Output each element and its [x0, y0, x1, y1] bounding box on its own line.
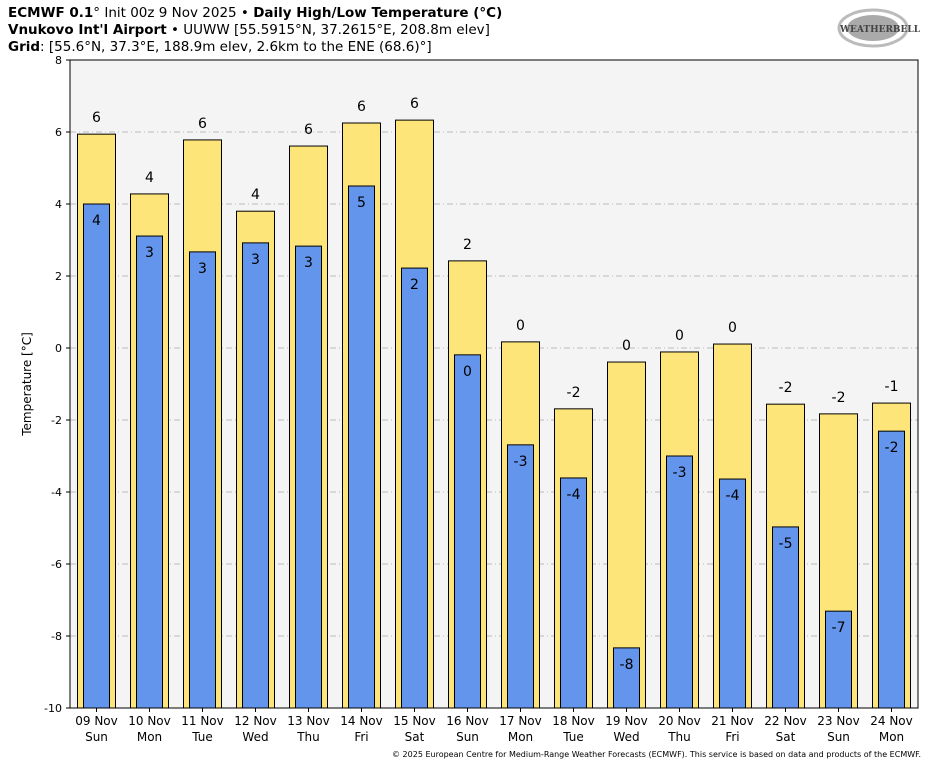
low-label: -5 [779, 536, 793, 552]
low-bar [242, 242, 269, 709]
y-tick-label: -10 [44, 702, 62, 715]
high-label: 0 [622, 338, 631, 354]
high-label: 4 [145, 170, 154, 186]
x-tick-label: 18 Nov [552, 714, 595, 728]
x-weekday-label: Sat [405, 730, 425, 744]
x-weekday-label: Sat [776, 730, 796, 744]
x-tick-label: 21 Nov [711, 714, 754, 728]
low-bar [454, 354, 481, 709]
weatherbell-logo: WEATHERBELL [837, 8, 921, 48]
x-tick-label: 10 Nov [128, 714, 171, 728]
y-tick-label: -4 [51, 486, 62, 499]
y-axis-label: Temperature [°C] [20, 332, 34, 437]
y-tick-label: -6 [51, 558, 62, 571]
chart-title-line3: Grid: [55.6°N, 37.3°E, 188.9m elev, 2.6k… [8, 39, 432, 55]
high-label: 0 [728, 320, 737, 336]
x-tick-label: 23 Nov [817, 714, 860, 728]
low-bar [83, 203, 110, 709]
x-tick-label: 11 Nov [181, 714, 224, 728]
y-tick-label: 0 [55, 342, 62, 355]
high-label: 0 [516, 318, 525, 334]
x-weekday-label: Fri [354, 730, 368, 744]
x-weekday-label: Wed [242, 730, 268, 744]
x-weekday-label: Sun [456, 730, 479, 744]
low-bar [666, 455, 693, 709]
low-label: 4 [92, 213, 101, 229]
low-label: -3 [514, 454, 528, 470]
high-label: -2 [832, 390, 846, 406]
x-weekday-label: Sun [85, 730, 108, 744]
svg-text:WEATHERBELL: WEATHERBELL [839, 25, 921, 35]
low-label: 0 [463, 364, 472, 380]
low-bar [401, 267, 428, 709]
low-bar [295, 245, 322, 709]
copyright-footer: © 2025 European Centre for Medium-Range … [392, 750, 921, 759]
low-label: -4 [567, 487, 581, 503]
x-weekday-label: Wed [613, 730, 639, 744]
high-label: 6 [410, 96, 419, 112]
x-tick-label: 24 Nov [870, 714, 913, 728]
low-label: 3 [145, 245, 154, 261]
chart-title-line2: Vnukovo Int'l Airport • UUWW [55.5915°N,… [8, 22, 490, 38]
x-tick-label: 17 Nov [499, 714, 542, 728]
plot-border [69, 59, 919, 709]
high-label: 2 [463, 237, 472, 253]
x-tick-label: 13 Nov [287, 714, 330, 728]
low-bar [560, 477, 587, 709]
low-bar [613, 647, 640, 709]
x-tick-label: 14 Nov [340, 714, 383, 728]
low-label: 3 [251, 252, 260, 268]
low-bar [348, 185, 375, 709]
low-bar [719, 478, 746, 709]
high-label: -2 [567, 385, 581, 401]
low-label: -2 [885, 440, 899, 456]
low-label: -3 [673, 465, 687, 481]
low-label: -4 [726, 488, 740, 504]
high-label: -2 [779, 380, 793, 396]
low-label: 5 [357, 195, 366, 211]
x-weekday-label: Fri [725, 730, 739, 744]
x-tick-label: 15 Nov [393, 714, 436, 728]
x-weekday-label: Thu [667, 730, 691, 744]
x-weekday-label: Mon [508, 730, 533, 744]
high-label: 6 [357, 99, 366, 115]
y-tick-label: 2 [55, 270, 62, 283]
low-bar [772, 526, 799, 709]
low-bar [136, 235, 163, 709]
high-label: 0 [675, 328, 684, 344]
low-bar [878, 430, 905, 709]
y-tick-label: 6 [55, 126, 62, 139]
x-weekday-label: Thu [296, 730, 320, 744]
low-label: 2 [410, 277, 419, 293]
high-label: 6 [92, 110, 101, 126]
x-tick-label: 16 Nov [446, 714, 489, 728]
high-label: -1 [885, 379, 899, 395]
x-weekday-label: Tue [562, 730, 584, 744]
high-label: 6 [304, 122, 313, 138]
x-tick-label: 12 Nov [234, 714, 277, 728]
high-label: 6 [198, 116, 207, 132]
x-tick-label: 09 Nov [75, 714, 118, 728]
x-tick-label: 20 Nov [658, 714, 701, 728]
low-bar [507, 444, 534, 709]
chart-title-line1: ECMWF 0.1° Init 00z 9 Nov 2025 • Daily H… [8, 5, 503, 21]
low-bar [825, 610, 852, 709]
y-tick-label: -2 [51, 414, 62, 427]
x-tick-label: 22 Nov [764, 714, 807, 728]
x-weekday-label: Sun [827, 730, 850, 744]
y-tick-label: -8 [51, 630, 62, 643]
x-weekday-label: Mon [879, 730, 904, 744]
x-weekday-label: Tue [191, 730, 213, 744]
x-weekday-label: Mon [137, 730, 162, 744]
low-bar [189, 251, 216, 709]
y-tick-label: 4 [55, 198, 62, 211]
low-label: 3 [198, 261, 207, 277]
low-label: -8 [620, 657, 634, 673]
low-label: 3 [304, 255, 313, 271]
high-label: 4 [251, 187, 260, 203]
low-label: -7 [832, 620, 846, 636]
x-tick-label: 19 Nov [605, 714, 648, 728]
y-tick-label: 8 [55, 54, 62, 67]
